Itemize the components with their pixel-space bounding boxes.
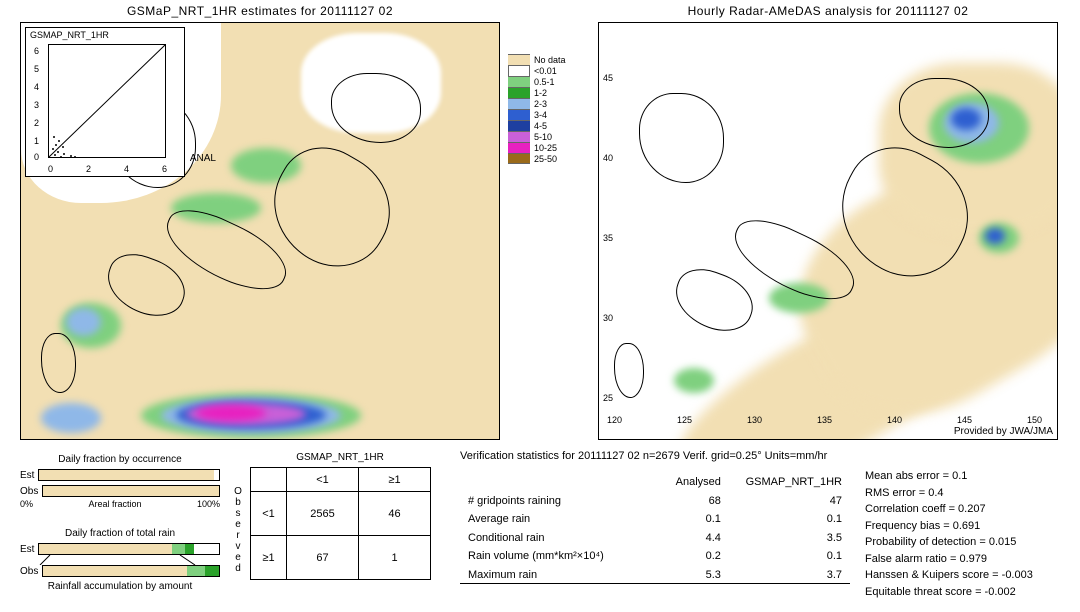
lat-tick: 45: [603, 73, 613, 83]
stats-row: Average rain0.10.1: [462, 511, 848, 528]
lat-tick: 35: [603, 233, 613, 243]
left-map: GSMAP_NRT_1HR ANAL 6 5 4 3 2 1 0 0 2 4: [20, 22, 500, 440]
legend-label: 10-25: [530, 143, 557, 153]
legend-row: <0.01: [508, 65, 566, 76]
legend-label: 1-2: [530, 88, 547, 98]
inset-anal-label: ANAL: [190, 153, 216, 164]
totalrain-title: Daily fraction of total rain: [20, 528, 220, 539]
ct-cell: 67: [287, 536, 359, 580]
lon-tick: 150: [1027, 415, 1042, 425]
metric-row: Equitable threat score = -0.002: [865, 584, 1033, 601]
lat-tick: 25: [603, 393, 613, 403]
left-map-title: GSMaP_NRT_1HR estimates for 20111127 02: [20, 4, 500, 18]
metric-row: False alarm ratio = 0.979: [865, 551, 1033, 568]
inset-xtick: 0: [48, 164, 53, 174]
lon-tick: 130: [747, 415, 762, 425]
inset-ytick: 3: [34, 100, 39, 110]
ct-vert-label: Observed: [232, 486, 244, 574]
inset-ytick: 1: [34, 136, 39, 146]
rain-stats-table: Analysed GSMAP_NRT_1HR # gridpoints rain…: [460, 472, 850, 585]
lon-tick: 125: [677, 415, 692, 425]
axis-label: 100%: [197, 499, 220, 509]
ct-header: ≥1: [251, 536, 287, 580]
verification-header: Verification statistics for 20111127 02 …: [460, 450, 827, 462]
totalrain-bar-est: [38, 543, 220, 555]
stats-header: Analysed: [664, 474, 727, 491]
ct-header: <1: [287, 468, 359, 492]
stats-row: Maximum rain5.33.7: [462, 567, 848, 584]
inset-title: GSMAP_NRT_1HR: [30, 30, 109, 40]
contingency-table: <1 ≥1 <1 2565 46 ≥1 67 1: [250, 467, 431, 580]
occurrence-bar-obs: [42, 485, 220, 497]
inset-xtick: 2: [86, 164, 91, 174]
obs-label: Obs: [20, 566, 38, 577]
inset-xtick: 4: [124, 164, 129, 174]
axis-label: Areal fraction: [88, 499, 141, 509]
legend-label: 4-5: [530, 121, 547, 131]
legend-row: 3-4: [508, 109, 566, 120]
inset-xtick: 6: [162, 164, 167, 174]
inset-scatter: GSMAP_NRT_1HR ANAL 6 5 4 3 2 1 0 0 2 4: [25, 27, 185, 177]
totalrain-caption: Rainfall accumulation by amount: [20, 581, 220, 592]
stats-row: # gridpoints raining6847: [462, 493, 848, 510]
legend-row: 4-5: [508, 120, 566, 131]
inset-ytick: 6: [34, 46, 39, 56]
ct-cell: 1: [359, 536, 431, 580]
lon-tick: 140: [887, 415, 902, 425]
metric-row: Correlation coeff = 0.207: [865, 501, 1033, 518]
metric-row: Probability of detection = 0.015: [865, 534, 1033, 551]
axis-label: 0%: [20, 499, 33, 509]
right-map-title: Hourly Radar-AMeDAS analysis for 2011112…: [598, 4, 1058, 18]
est-label: Est: [20, 470, 34, 481]
legend-row: 10-25: [508, 142, 566, 153]
est-label: Est: [20, 544, 34, 555]
legend-label: 0.5-1: [530, 77, 555, 87]
occurrence-bar-est: [38, 469, 220, 481]
right-map: 25 30 35 40 45 120 125 130 135 140 145 1…: [598, 22, 1058, 440]
map-credit: Provided by JWA/JMA: [954, 426, 1053, 437]
stats-header: GSMAP_NRT_1HR: [729, 474, 848, 491]
occurrence-title: Daily fraction by occurrence: [20, 454, 220, 465]
inset-ytick: 0: [34, 152, 39, 162]
metrics-list: Mean abs error = 0.1RMS error = 0.4Corre…: [865, 468, 1033, 600]
totalrain-bar-obs: [42, 565, 220, 577]
legend-label: No data: [530, 55, 566, 65]
legend-label: 5-10: [530, 132, 552, 142]
legend-label: <0.01: [530, 66, 557, 76]
ct-title: GSMAP_NRT_1HR: [250, 452, 430, 463]
ct-header: <1: [251, 492, 287, 536]
inset-ytick: 5: [34, 64, 39, 74]
legend-row: 25-50: [508, 153, 566, 164]
legend-label: 3-4: [530, 110, 547, 120]
ct-header: ≥1: [359, 468, 431, 492]
ct-cell: 2565: [287, 492, 359, 536]
metric-row: Mean abs error = 0.1: [865, 468, 1033, 485]
inset-ytick: 4: [34, 82, 39, 92]
legend-row: 1-2: [508, 87, 566, 98]
legend-row: 5-10: [508, 131, 566, 142]
legend-label: 25-50: [530, 154, 557, 164]
lon-tick: 135: [817, 415, 832, 425]
lat-tick: 40: [603, 153, 613, 163]
inset-ytick: 2: [34, 118, 39, 128]
legend-row: 0.5-1: [508, 76, 566, 87]
metric-row: Frequency bias = 0.691: [865, 518, 1033, 535]
ct-cell: 46: [359, 492, 431, 536]
lon-tick: 120: [607, 415, 622, 425]
lon-tick: 145: [957, 415, 972, 425]
obs-label: Obs: [20, 486, 38, 497]
color-legend: No data<0.010.5-11-22-33-44-55-1010-2525…: [508, 54, 566, 164]
legend-label: 2-3: [530, 99, 547, 109]
metric-row: Hanssen & Kuipers score = -0.003: [865, 567, 1033, 584]
metric-row: RMS error = 0.4: [865, 485, 1033, 502]
lat-tick: 30: [603, 313, 613, 323]
legend-row: No data: [508, 54, 566, 65]
stats-row: Conditional rain4.43.5: [462, 530, 848, 547]
stats-row: Rain volume (mm*km²×10⁴)0.20.1: [462, 548, 848, 565]
legend-row: 2-3: [508, 98, 566, 109]
